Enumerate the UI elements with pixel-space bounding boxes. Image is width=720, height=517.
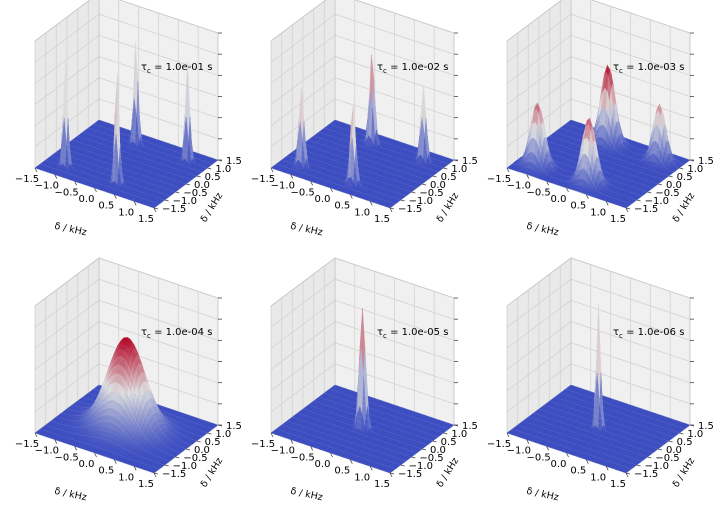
y-tick-label: 1.5 xyxy=(462,156,478,167)
subplot: −1.5−1.0−0.50.00.51.01.5−1.5−1.0−0.50.00… xyxy=(251,0,478,238)
y-tick xyxy=(175,191,180,194)
x-tick-label: 1.5 xyxy=(374,214,390,225)
y-tick-label: 1.5 xyxy=(226,156,242,167)
x-tick-label: 0.0 xyxy=(315,194,331,205)
x-tick-label: −0.5 xyxy=(291,187,315,198)
y-tick xyxy=(411,191,416,194)
y-tick xyxy=(207,167,212,170)
y-tick xyxy=(164,199,169,202)
x-tick-label: 1.0 xyxy=(118,207,134,218)
y-tick xyxy=(400,199,405,202)
y-tick xyxy=(432,175,437,178)
subplot: −1.5−1.0−0.50.00.51.01.5−1.5−1.0−0.50.00… xyxy=(487,0,714,238)
y-tick xyxy=(443,167,448,170)
x-tick-label: 0.5 xyxy=(334,201,350,212)
y-tick xyxy=(421,183,427,186)
x-axis-label: δ / kHz xyxy=(53,221,87,239)
x-tick-label: 0.0 xyxy=(79,194,95,205)
x-axis-label: δ / kHz xyxy=(289,221,323,239)
y-tick xyxy=(196,175,201,178)
x-tick-label: −0.5 xyxy=(55,187,79,198)
x-tick-label: 0.5 xyxy=(98,201,114,212)
y-tick xyxy=(185,183,191,186)
surface-plot xyxy=(34,42,219,209)
subplot: −1.5−1.0−0.50.00.51.01.5−1.5−1.0−0.50.00… xyxy=(15,0,242,238)
x-tick-label: 1.0 xyxy=(354,207,370,218)
x-tick-label: 1.5 xyxy=(138,214,154,225)
